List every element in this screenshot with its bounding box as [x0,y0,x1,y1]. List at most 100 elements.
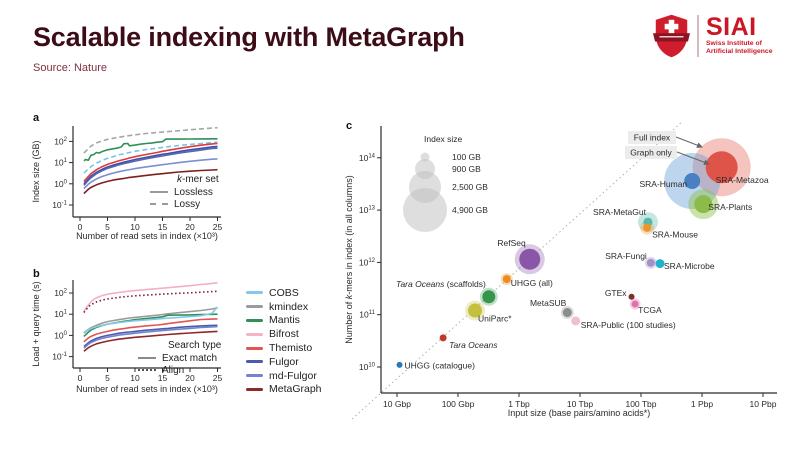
legend-item-themisto: Themisto [246,341,322,355]
bubble-label-sra-microbe: SRA-Microbe [664,261,715,271]
bubble-sra-fungi [646,258,655,267]
svg-text:10-1: 10-1 [52,200,67,210]
series-green-solid [83,138,218,162]
panel-c-xlabel: Input size (base pairs/amino acids*) [508,408,651,418]
annotation-graph-only: Graph only [630,148,672,158]
annotation-full-index: Full index [634,133,671,143]
svg-text:100: 100 [54,330,67,340]
svg-text:0: 0 [78,222,83,232]
svg-text:20: 20 [185,373,195,383]
bubble-uhgg-catalogue [396,361,403,368]
bubble-sra-mouse [643,223,652,232]
svg-text:1011: 1011 [359,310,375,320]
lossy-line-swatch [150,203,168,205]
legend-swatch-bifrost [246,332,263,336]
size-legend-circle-100-gb [420,152,430,162]
logo-text: SIAI Swiss Institute of Artificial Intel… [706,13,773,55]
svg-text:101: 101 [54,158,67,168]
legend-item-lossy: Lossy [150,198,219,210]
legend-swatch-metagraph [246,387,263,391]
panel-b-label: b [33,268,40,280]
svg-text:100: 100 [54,179,67,189]
legend-swatch-mantis [246,318,263,322]
series-dark-red-solid-smallest [83,168,218,195]
panel-a-label: a [33,112,40,124]
page-title: Scalable indexing with MetaGraph [33,22,465,52]
series-themisto [83,318,218,343]
align-line-swatch [138,369,156,371]
bubble-label-tara-oceans-scaffolds: Tara Oceans (scaffolds) [396,279,486,289]
bubble-label-sra-metagut: SRA-MetaGut [593,207,647,217]
logo-acronym: SIAI [706,13,757,42]
panel-b-legend-title: Search type [168,340,222,351]
series-medium-blue-solid [83,147,218,186]
series-metagraph-align [83,290,218,313]
panel-a-legend: k-mer set Lossless Lossy [150,174,219,210]
series-gray-dashed-lossy-largest [83,126,218,154]
svg-text:10: 10 [130,222,140,232]
bubble-refseq [519,248,541,270]
series-blue-solid [83,145,218,185]
bubble-label-sra-mouse: SRA-Mouse [652,230,698,240]
legend-item-lossless: Lossless [150,186,219,198]
legend-item-exact-match: Exact match [138,352,221,364]
bubble-label-sra-metazoa: SRA-Metazoa [716,175,769,185]
legend-swatch-md-fulgor [246,374,263,378]
legend-item-md-fulgor: md-Fulgor [246,369,322,383]
panel-c-ylabel: Number of k-mers in index (in all column… [344,175,354,344]
logo-subtitle-2: Artificial Intelligence [706,47,773,55]
svg-text:102: 102 [54,136,67,146]
legend-item-kmindex: kmindex [246,300,322,314]
bubble-label-refseq: RefSeq [497,238,526,248]
legend-swatch-kmindex [246,305,263,309]
bubble-label-uniparc: UniParc* [478,314,512,324]
graph-only-arrow [676,151,710,166]
series-md-fulgor [83,325,218,349]
legend-item-mantis: Mantis [246,314,322,328]
bubble-sra-public-100-studies [571,316,581,326]
size-legend-label-2-500-gb: 2,500 GB [452,182,488,192]
svg-text:1 Tbp: 1 Tbp [508,399,530,409]
bubble-label-gtex: GTEx [605,288,627,298]
series-red-solid [83,142,218,182]
siai-shield-icon [653,14,690,58]
legend-item-fulgor: Fulgor [246,355,322,369]
identity-line [351,120,684,420]
bubble-label-uhgg-all: UHGG (all) [511,278,553,288]
size-legend-circle-4-900-gb [403,188,447,232]
svg-text:1010: 1010 [359,362,376,372]
series-metagraph [83,330,218,352]
full-index-arrow [675,136,703,149]
bubble-uhgg-all [502,275,511,284]
panel-b-search-legend: Search type Exact match Align [138,340,221,376]
bubble-tara-oceans [439,334,447,342]
bubble-label-metasub: MetaSUB [530,298,567,308]
bubble-sra-microbe [655,259,665,269]
svg-text:25: 25 [213,222,223,232]
series-fulgor [83,324,218,348]
panel-b-axes: 10-1 100 101 102 0 5 10 15 20 25 [52,280,222,383]
lossless-line-swatch [150,191,168,193]
bubble-label-sra-plants: SRA-Plants [708,202,752,212]
bubble-label-sra-fungi: SRA-Fungi [605,251,647,261]
exact-match-line-swatch [138,357,156,359]
svg-text:10 Gbp: 10 Gbp [383,399,411,409]
panel-c-chart: 1010 1011 1012 1013 1014 10 Gbp 100 Gbp 1 Tbp 10… [344,120,777,420]
series-light-slate-blue-solid [83,158,218,190]
bubble-label-uhgg-catalogue: UHGG (catalogue) [405,360,476,370]
bubble-sra-plants [694,195,713,214]
index-size-legend-title: Index size [424,134,463,144]
svg-text:1 Pbp: 1 Pbp [691,399,713,409]
panel-c-label: c [346,120,353,132]
svg-text:0: 0 [78,373,83,383]
svg-text:1012: 1012 [359,257,376,267]
logo-subtitle-1: Swiss Institute of [706,40,762,48]
svg-text:10-1: 10-1 [52,352,67,362]
svg-text:102: 102 [54,288,67,298]
panel-b-tools-legend: COBS kmindex Mantis Bifrost Themisto Fulgor md… [246,286,322,396]
legend-item-align: Align [138,364,221,376]
bubble-label-tara-oceans: Tara Oceans [449,340,498,350]
